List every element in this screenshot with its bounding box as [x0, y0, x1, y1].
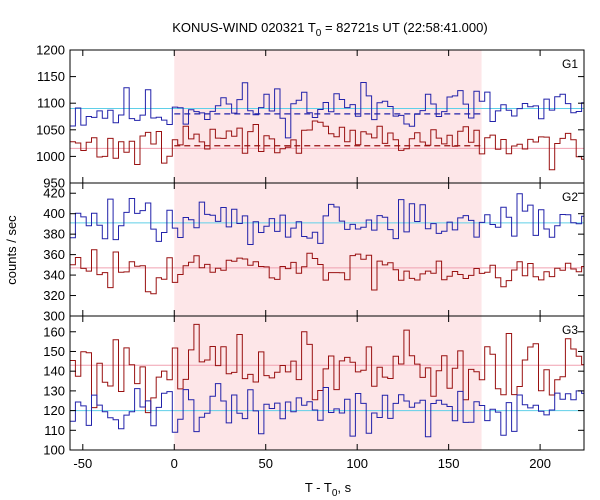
light-curve-g3-blue [70, 383, 584, 438]
background-lines [70, 108, 584, 412]
panel-frame-g3 [69, 315, 585, 451]
y-tick-label-g1-950: 950 [43, 176, 65, 191]
y-tick-label-g1-1150: 1150 [37, 69, 65, 84]
light-curve-g2-blue [70, 193, 584, 245]
y-tick-label-g3-160: 160 [43, 324, 65, 339]
panel-label-g2: G2 [562, 190, 578, 204]
y-tick-label-g2-420: 420 [43, 186, 65, 201]
y-tick-label-g2-320: 320 [43, 288, 65, 303]
light-curve-g1-blue [70, 82, 584, 139]
burst-band-g3 [174, 316, 482, 450]
y-tick-label-g1-1200: 1200 [36, 43, 65, 58]
light-curve-g2-red [70, 249, 584, 295]
light-curve-g3-red [70, 323, 584, 414]
tick-labels: G195010001050110011501200G23003203403603… [36, 43, 578, 472]
light-curve-g1-red [70, 120, 584, 171]
y-tick-label-g2-340: 340 [43, 268, 65, 283]
y-tick-label-g1-1100: 1100 [37, 96, 65, 111]
y-tick-label-g1-1050: 1050 [36, 122, 65, 137]
y-axis-label: counts / sec [4, 215, 19, 285]
x-tick-label-200: 200 [529, 456, 551, 471]
x-tick-label-0: 0 [171, 456, 178, 471]
y-tick-label-g3-140: 140 [43, 364, 65, 379]
y-tick-label-g2-400: 400 [43, 206, 65, 221]
burst-band-g2 [174, 183, 482, 316]
x-tick-label-150: 150 [438, 456, 460, 471]
y-tick-label-g3-110: 110 [44, 423, 65, 438]
y-tick-label-g2-380: 380 [43, 227, 65, 242]
y-tick-label-g3-130: 130 [43, 383, 65, 398]
x-tick-label-100: 100 [346, 456, 368, 471]
y-tick-label-g3-120: 120 [43, 403, 65, 418]
burst-band-g1 [174, 50, 482, 183]
axis-ticks [70, 49, 584, 451]
chart-title: KONUS-WIND 020321 T0 = 82721s UT (22:58:… [172, 20, 487, 39]
x-tick-label--50: -50 [73, 456, 92, 471]
y-tick-label-g3-150: 150 [43, 344, 65, 359]
y-tick-label-g1-1000: 1000 [36, 149, 65, 164]
x-axis-label: T - T0, s [305, 480, 352, 499]
light-curves [70, 82, 584, 438]
y-tick-label-g2-300: 300 [43, 309, 65, 324]
panel-label-g3: G3 [562, 323, 578, 337]
x-tick-label-50: 50 [258, 456, 272, 471]
panel-label-g1: G1 [562, 57, 578, 71]
y-tick-label-g2-360: 360 [43, 247, 65, 262]
y-tick-label-g3-100: 100 [43, 443, 65, 458]
panel-frames [69, 49, 585, 451]
